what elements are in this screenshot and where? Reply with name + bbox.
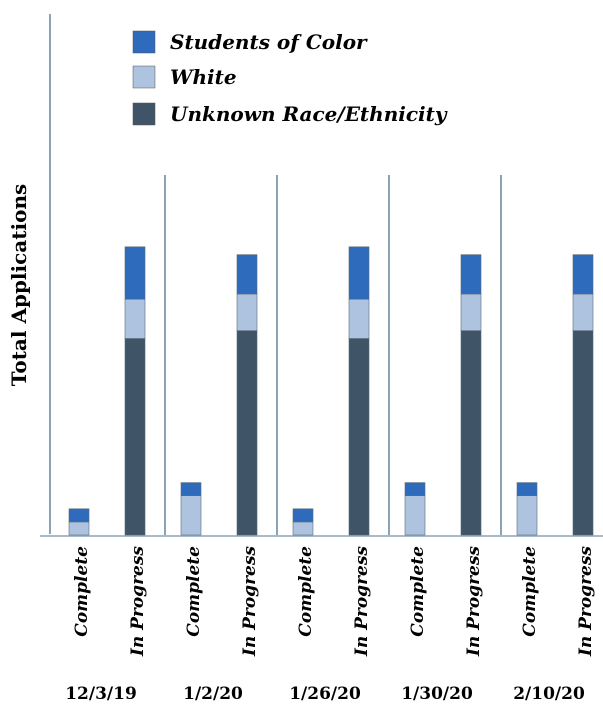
legend: Students of Color White Unknown Race/Eth… — [132, 30, 448, 126]
plot-area: Complete In Progress 12/3/19 Complete In Pro… — [40, 175, 603, 704]
category-label-in-progress: In Progress — [240, 546, 260, 658]
legend-item-students-of-color: Students of Color — [132, 30, 368, 54]
legend-swatch-white — [132, 65, 156, 89]
bar-segment-white — [236, 293, 258, 331]
category-label-in-progress: In Progress — [128, 546, 148, 658]
legend-swatch-unknown-race-ethnicity — [132, 102, 156, 126]
group-date-label: 2/10/20 — [513, 684, 585, 704]
bar-segment-white — [124, 298, 146, 339]
bar-segment-white — [348, 298, 370, 339]
bar-segment-white — [68, 521, 90, 536]
bar-segment-white — [180, 495, 202, 536]
legend-item-unknown: Unknown Race/Ethnicity — [132, 102, 448, 126]
bar-segment-students-of-color — [404, 482, 426, 497]
category-label-in-progress: In Progress — [464, 546, 484, 658]
category-label-complete: Complete — [184, 546, 204, 637]
bar-segment-white — [292, 521, 314, 536]
bar-segment-students-of-color — [516, 482, 538, 497]
bar-segment-students-of-color — [460, 254, 482, 295]
bar-segment-unknown-race-ethnicity — [572, 330, 594, 536]
bar-segment-students-of-color — [292, 508, 314, 523]
category-label-complete: Complete — [72, 546, 92, 637]
bar-segment-white — [516, 495, 538, 536]
group-date-label: 1/26/20 — [289, 684, 361, 704]
category-label-in-progress: In Progress — [576, 546, 596, 658]
bar-segment-white — [404, 495, 426, 536]
group-date-label: 1/30/20 — [401, 684, 473, 704]
bar-segment-unknown-race-ethnicity — [236, 330, 258, 536]
bar-segment-students-of-color — [124, 246, 146, 300]
group-date-label: 1/2/20 — [183, 684, 243, 704]
legend-label-white: White — [170, 65, 237, 89]
group-date-label: 12/3/19 — [65, 684, 137, 704]
legend-label-unknown-race-ethnicity: Unknown Race/Ethnicity — [170, 102, 448, 126]
y-axis-label: Total Applications — [7, 184, 31, 386]
category-label-complete: Complete — [520, 546, 540, 637]
bar-segment-white — [460, 293, 482, 331]
bar-segment-students-of-color — [180, 482, 202, 497]
bar-segment-students-of-color — [68, 508, 90, 523]
legend-label-students-of-color: Students of Color — [170, 30, 368, 54]
legend-swatch-students-of-color — [132, 30, 156, 54]
category-label-complete: Complete — [296, 546, 316, 637]
category-label-complete: Complete — [408, 546, 428, 637]
bar-segment-unknown-race-ethnicity — [460, 330, 482, 536]
category-label-in-progress: In Progress — [352, 546, 372, 658]
bar-segment-students-of-color — [572, 254, 594, 295]
legend-item-white: White — [132, 65, 237, 89]
bar-segment-students-of-color — [348, 246, 370, 300]
bar-segment-unknown-race-ethnicity — [348, 338, 370, 536]
bar-segment-students-of-color — [236, 254, 258, 295]
bar-segment-unknown-race-ethnicity — [124, 338, 146, 536]
bar-segment-white — [572, 293, 594, 331]
